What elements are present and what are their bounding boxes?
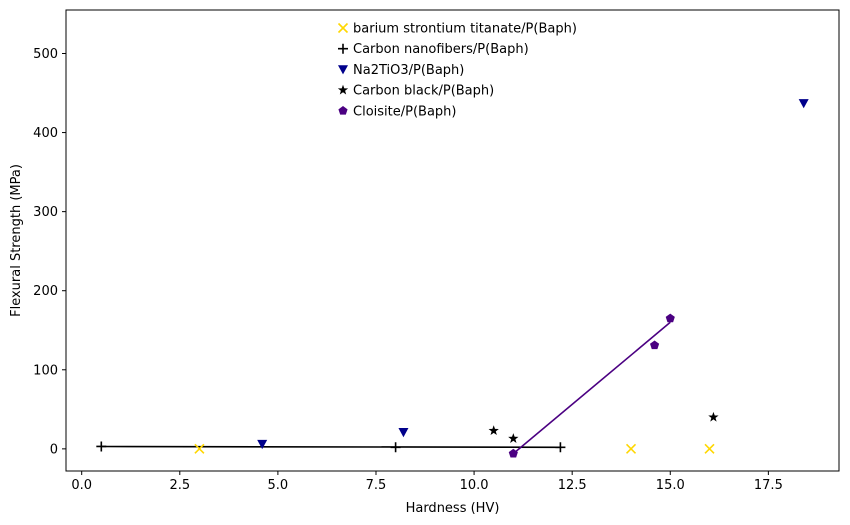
y-tick-label: 200	[33, 284, 58, 299]
data-point	[665, 313, 675, 323]
y-tick-label: 400	[33, 126, 58, 141]
legend-marker	[337, 84, 349, 95]
data-point	[488, 425, 499, 436]
x-tick-label: 0.0	[71, 478, 92, 493]
data-point	[798, 99, 809, 109]
y-tick-label: 500	[33, 47, 58, 62]
legend-item: Na2TiO3/P(Baph)	[338, 63, 464, 78]
legend-marker	[338, 106, 348, 115]
x-tick-label: 10.0	[460, 478, 489, 493]
legend-label: Na2TiO3/P(Baph)	[353, 63, 464, 78]
data-point	[625, 443, 637, 454]
legend-label: Carbon nanofibers/P(Baph)	[353, 42, 529, 57]
legend-item: Carbon black/P(Baph)	[337, 84, 494, 99]
x-tick-label: 7.5	[366, 478, 387, 493]
data-points	[96, 99, 809, 458]
y-axis-ticks: 0 100 200 300 400 500	[33, 47, 66, 457]
legend-marker	[338, 43, 348, 54]
y-tick-label: 0	[50, 442, 58, 457]
plot-area-frame	[65, 9, 840, 472]
legend-label: barium strontium titanate/P(Baph)	[353, 22, 577, 37]
legend: barium strontium titanate/P(Baph) Carbon …	[337, 22, 577, 119]
legend-marker	[338, 65, 348, 75]
legend-item: barium strontium titanate/P(Baph)	[337, 22, 577, 37]
x-axis-label: Hardness (HV)	[406, 501, 500, 516]
fit-line	[512, 321, 671, 455]
legend-label: Cloisite/P(Baph)	[353, 104, 456, 119]
data-point	[257, 439, 268, 450]
fit-line	[101, 445, 561, 449]
legend-item: Cloisite/P(Baph)	[338, 104, 456, 119]
y-tick-label: 300	[33, 205, 58, 220]
legend-label: Carbon black/P(Baph)	[353, 84, 494, 99]
data-point	[555, 442, 566, 453]
y-tick-label: 100	[33, 363, 58, 378]
legend-item: Carbon nanofibers/P(Baph)	[338, 42, 529, 57]
data-point	[194, 443, 205, 454]
x-axis-ticks: 0.0 2.5 5.0 7.5 10.0 12.5 15.0 17.5	[71, 471, 783, 493]
x-tick-label: 5.0	[268, 478, 289, 493]
data-point	[650, 340, 660, 350]
fit-lines	[101, 321, 671, 455]
data-point	[96, 441, 107, 452]
legend-marker	[337, 22, 349, 34]
data-point	[508, 433, 519, 443]
x-tick-label: 2.5	[169, 478, 190, 493]
data-point	[398, 428, 409, 438]
x-tick-label: 12.5	[558, 478, 587, 493]
y-axis-label: Flexural Strength (MPa)	[9, 164, 24, 317]
data-point	[508, 448, 518, 458]
data-point	[708, 411, 719, 422]
x-tick-label: 17.5	[754, 478, 783, 493]
x-tick-label: 15.0	[656, 478, 685, 493]
data-point	[704, 443, 715, 454]
data-point	[390, 442, 401, 453]
